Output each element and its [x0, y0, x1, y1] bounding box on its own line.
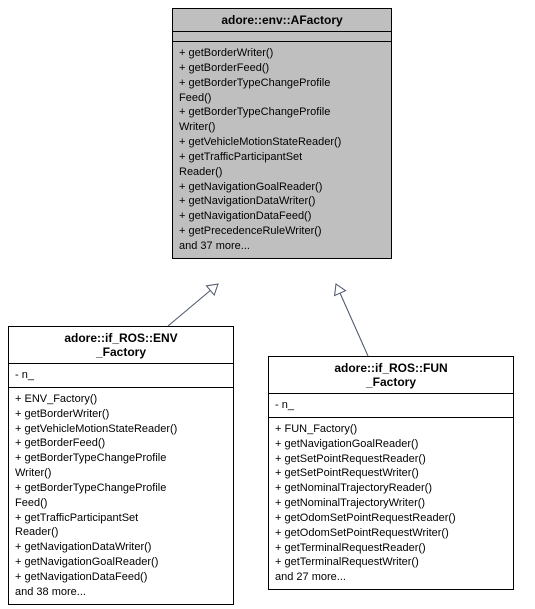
method-line: + getBorderFeed() [179, 61, 385, 76]
class-methods: + FUN_Factory()+ getNavigationGoalReader… [269, 418, 513, 589]
method-line: + getSetPointRequestReader() [275, 452, 507, 467]
method-line: + getTerminalRequestWriter() [275, 555, 507, 570]
uml-class-env-factory: adore::if_ROS::ENV _Factory - n_ + ENV_F… [8, 326, 234, 605]
method-line: and 38 more... [15, 585, 227, 600]
method-line: + getOdomSetPointRequestWriter() [275, 526, 507, 541]
method-line: + getNominalTrajectoryReader() [275, 481, 507, 496]
class-title: adore::if_ROS::ENV _Factory [9, 327, 233, 364]
method-line: + getNominalTrajectoryWriter() [275, 496, 507, 511]
class-attrs: - n_ [9, 364, 233, 388]
class-title-line1: adore::if_ROS::ENV [64, 331, 177, 345]
method-line: + ENV_Factory() [15, 392, 227, 407]
method-line: + getBorderFeed() [15, 436, 227, 451]
class-methods: + ENV_Factory()+ getBorderWriter()+ getV… [9, 388, 233, 604]
method-line: + getTrafficParticipantSet [179, 150, 385, 165]
method-line: Feed() [15, 496, 227, 511]
method-line: + getBorderWriter() [15, 407, 227, 422]
method-line: + getBorderTypeChangeProfile [179, 76, 385, 91]
method-line: + getTrafficParticipantSet [15, 511, 227, 526]
class-attrs-empty [173, 32, 391, 42]
method-line: + getBorderWriter() [179, 46, 385, 61]
method-line: + getBorderTypeChangeProfile [179, 105, 385, 120]
method-line: and 27 more... [275, 570, 507, 585]
method-line: Writer() [179, 120, 385, 135]
class-attrs: - n_ [269, 394, 513, 418]
method-line: + getNavigationDataFeed() [15, 570, 227, 585]
method-line: + getTerminalRequestReader() [275, 541, 507, 556]
method-line: + getOdomSetPointRequestReader() [275, 511, 507, 526]
class-title-line1: adore::if_ROS::FUN [334, 361, 447, 375]
method-line: Reader() [15, 525, 227, 540]
method-line: + getPrecedenceRuleWriter() [179, 224, 385, 239]
class-methods: + getBorderWriter()+ getBorderFeed()+ ge… [173, 42, 391, 258]
method-line: + getBorderTypeChangeProfile [15, 481, 227, 496]
uml-class-afactory: adore::env::AFactory + getBorderWriter()… [172, 8, 392, 259]
method-line: Writer() [15, 466, 227, 481]
method-line: + getNavigationDataWriter() [15, 540, 227, 555]
method-line: + getBorderTypeChangeProfile [15, 451, 227, 466]
method-line: + getNavigationGoalReader() [15, 555, 227, 570]
method-line: + getNavigationGoalReader() [275, 437, 507, 452]
method-line: + FUN_Factory() [275, 422, 507, 437]
method-line: and 37 more... [179, 239, 385, 254]
method-line: Feed() [179, 91, 385, 106]
class-title: adore::env::AFactory [173, 9, 391, 32]
class-title: adore::if_ROS::FUN _Factory [269, 357, 513, 394]
method-line: + getNavigationDataFeed() [179, 209, 385, 224]
method-line: + getVehicleMotionStateReader() [179, 135, 385, 150]
class-title-line2: _Factory [96, 345, 146, 359]
uml-class-fun-factory: adore::if_ROS::FUN _Factory - n_ + FUN_F… [268, 356, 514, 590]
class-title-line2: _Factory [366, 375, 416, 389]
method-line: Reader() [179, 165, 385, 180]
method-line: + getNavigationGoalReader() [179, 180, 385, 195]
method-line: + getVehicleMotionStateReader() [15, 422, 227, 437]
method-line: + getNavigationDataWriter() [179, 194, 385, 209]
method-line: + getSetPointRequestWriter() [275, 466, 507, 481]
